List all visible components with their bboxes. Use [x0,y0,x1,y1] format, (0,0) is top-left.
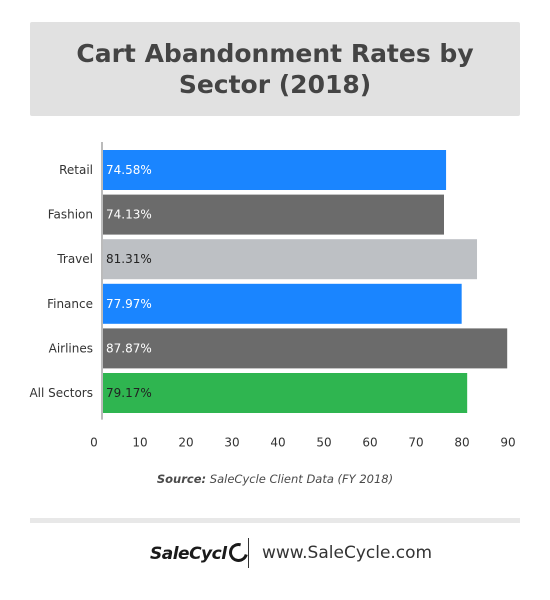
bar-2 [103,239,478,280]
category-label-1: Fashion [48,208,93,222]
footer-separator [248,538,249,568]
data-label-0: 74.58% [106,163,152,177]
x-tick-label-4: 40 [270,436,285,450]
x-tick-label-0: 0 [90,436,98,450]
category-label-5: All Sectors [29,386,93,400]
bar-chart: 74.58% Retail 74.13% Fashion 81.31% Travel 77.… [29,142,516,450]
data-label-3: 77.97% [106,297,152,311]
category-label-4: Airlines [49,341,93,355]
footer: SaleCycl www.SaleCycle.com [0,536,550,570]
x-tick-label-2: 20 [178,436,193,450]
title-panel: Cart Abandonment Rates by Sector (2018) [30,22,520,116]
bar-0 [103,150,447,190]
x-tick-label-1: 10 [132,436,147,450]
bar-4 [103,328,508,369]
category-label-2: Travel [56,252,93,266]
x-tick-label-8: 80 [454,436,469,450]
salecycle-logo: SaleCycl [150,539,252,566]
category-label-3: Finance [47,297,93,311]
source-text: SaleCycle Client Data (FY 2018) [209,472,394,486]
x-tick-label-5: 50 [316,436,331,450]
x-tick-label-3: 30 [224,436,239,450]
x-tick-label-7: 70 [408,436,423,450]
data-label-5: 79.17% [106,386,152,400]
data-label-1: 74.13% [106,208,152,222]
bar-1 [103,194,444,235]
data-label-2: 81.31% [106,252,152,266]
data-label-4: 87.87% [106,341,152,355]
logo-text: SaleCycl [150,544,227,564]
x-tick-label-6: 60 [362,436,377,450]
bar-3 [103,283,462,324]
website-link[interactable]: www.SaleCycle.com [262,543,433,563]
source-note: Source: SaleCycle Client Data (FY 2018) [0,472,550,486]
footer-divider [30,518,520,523]
x-tick-label-9: 90 [500,436,515,450]
chart-title: Cart Abandonment Rates by Sector (2018) [76,39,474,99]
bar-5 [103,373,468,413]
source-label: Source: [156,472,207,486]
category-label-0: Retail [59,163,93,177]
